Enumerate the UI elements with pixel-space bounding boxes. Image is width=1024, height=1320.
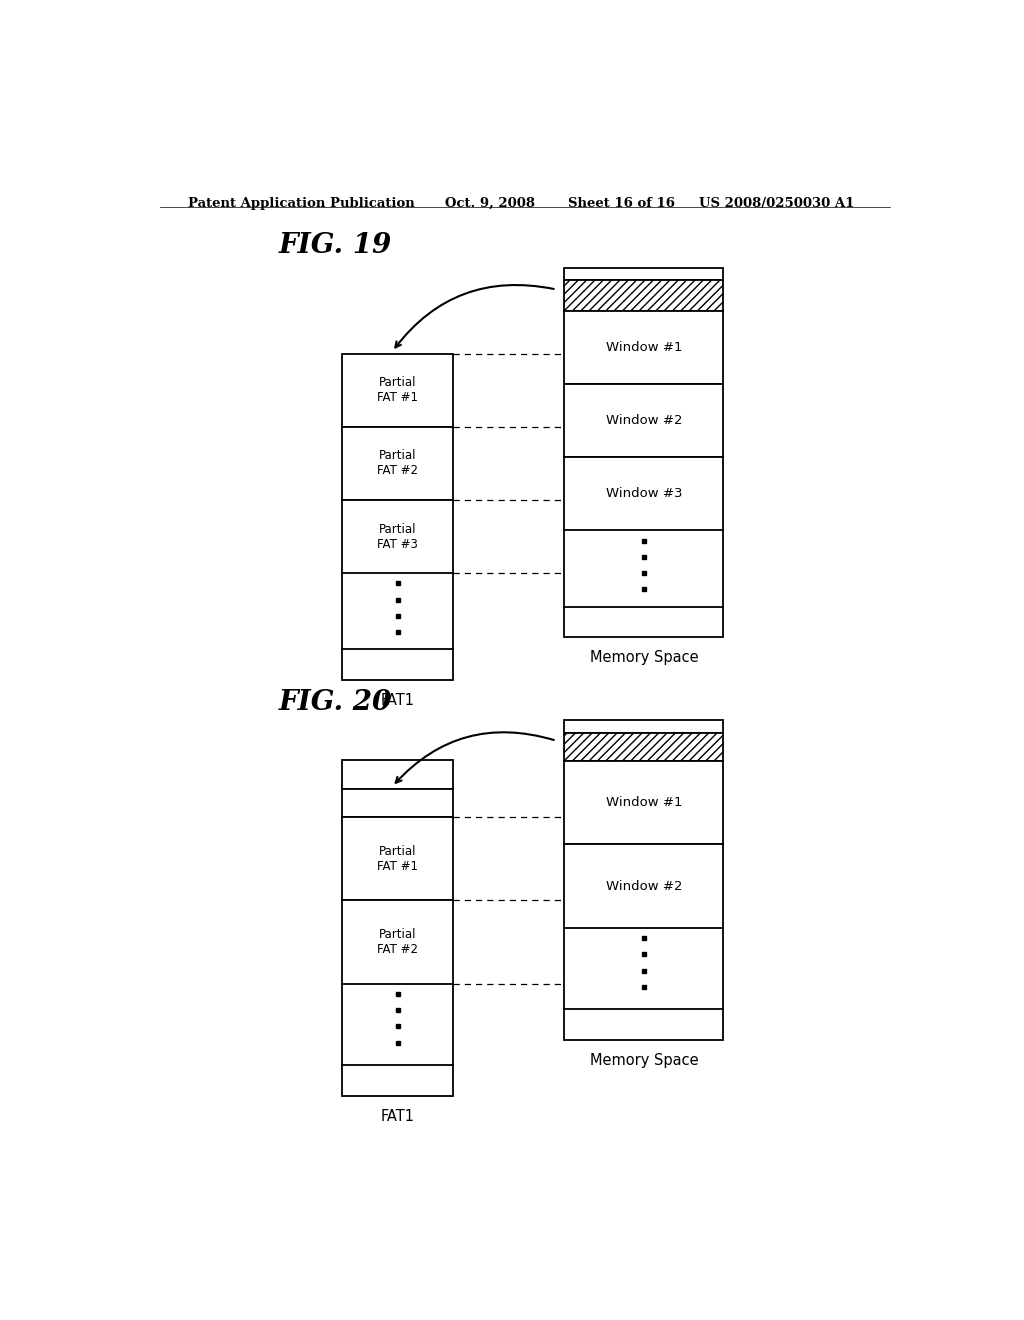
Text: Window #1: Window #1 — [605, 796, 682, 809]
Text: US 2008/0250030 A1: US 2008/0250030 A1 — [699, 197, 855, 210]
Bar — [564, 762, 723, 845]
Bar — [564, 607, 723, 638]
Bar — [342, 900, 454, 983]
Bar — [342, 760, 454, 788]
Text: Window #2: Window #2 — [605, 879, 682, 892]
Bar — [564, 312, 723, 384]
Bar — [564, 457, 723, 531]
Text: Patent Application Publication: Patent Application Publication — [187, 197, 415, 210]
Bar — [342, 817, 454, 900]
Bar — [342, 649, 454, 680]
Bar — [564, 845, 723, 928]
Text: Partial
FAT #2: Partial FAT #2 — [377, 449, 419, 478]
Text: Partial
FAT #2: Partial FAT #2 — [377, 928, 419, 956]
Text: Sheet 16 of 16: Sheet 16 of 16 — [568, 197, 676, 210]
Bar — [564, 733, 723, 762]
Bar — [342, 500, 454, 573]
Text: Window #1: Window #1 — [605, 341, 682, 354]
Text: Partial
FAT #3: Partial FAT #3 — [378, 523, 418, 550]
Text: FIG. 19: FIG. 19 — [279, 231, 392, 259]
Bar — [342, 1065, 454, 1096]
Text: FIG. 20: FIG. 20 — [279, 689, 392, 715]
Text: FAT1: FAT1 — [381, 1109, 415, 1123]
Bar — [564, 268, 723, 280]
Text: Memory Space: Memory Space — [590, 1053, 698, 1068]
Bar — [564, 721, 723, 733]
Text: Oct. 9, 2008: Oct. 9, 2008 — [445, 197, 536, 210]
Text: Partial
FAT #1: Partial FAT #1 — [377, 845, 419, 873]
Bar — [342, 426, 454, 500]
Bar — [342, 354, 454, 426]
Bar — [564, 384, 723, 457]
Text: FAT1: FAT1 — [381, 693, 415, 708]
Text: Window #2: Window #2 — [605, 414, 682, 428]
Text: Window #3: Window #3 — [605, 487, 682, 500]
Text: Memory Space: Memory Space — [590, 651, 698, 665]
Bar — [342, 788, 454, 817]
Text: Partial
FAT #1: Partial FAT #1 — [377, 376, 419, 404]
Bar — [564, 280, 723, 312]
Bar — [564, 1008, 723, 1040]
